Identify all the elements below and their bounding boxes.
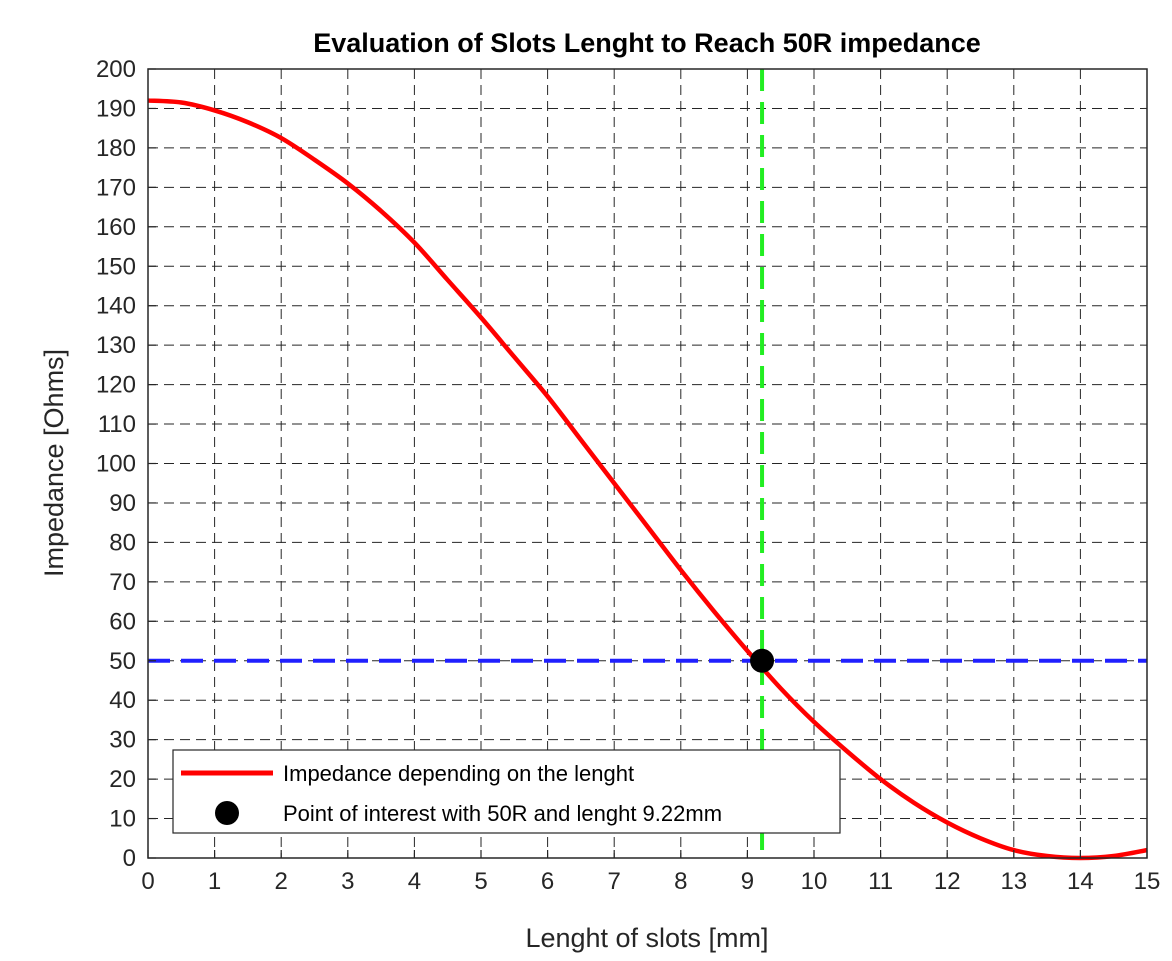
x-tick-label: 5 [474,868,487,895]
y-tick-label: 120 [96,372,136,399]
x-tick-label: 11 [868,868,893,895]
x-tick-label: 2 [275,868,288,895]
y-tick-label: 40 [109,687,136,714]
point-of-interest-marker [750,648,775,673]
y-tick-label: 190 [96,95,136,122]
y-tick-label: 20 [109,766,136,793]
y-tick-label: 70 [109,569,136,596]
y-tick-label: 110 [98,411,136,438]
x-tick-label: 1 [208,868,221,895]
y-tick-label: 80 [109,529,136,556]
legend-label-impedance: Impedance depending on the lenght [283,761,634,786]
legend: Impedance depending on the lenght Point … [172,749,841,834]
impedance-curve [147,98,1148,861]
x-tick-label: 6 [541,868,554,895]
y-tick-label: 200 [96,56,136,83]
y-tick-label: 130 [96,332,136,359]
reference-lines [148,69,1147,858]
y-tick-label: 50 [109,648,136,675]
x-tick-label: 15 [1134,868,1161,895]
x-tick-label: 12 [934,868,961,895]
x-tick-label: 14 [1067,868,1094,895]
x-tick-label: 0 [141,868,154,895]
y-tick-label: 100 [96,451,136,478]
x-tick-label: 9 [741,868,754,895]
y-tick-label: 60 [109,608,136,635]
series-layer [147,98,1148,861]
x-tick-label: 13 [1000,868,1027,895]
chart-title: Evaluation of Slots Lenght to Reach 50R … [313,28,981,58]
y-tick-label: 30 [109,727,136,754]
y-tick-label: 170 [96,174,136,201]
y-tick-label: 160 [96,214,136,241]
x-axis-label: Lenght of slots [mm] [525,923,768,953]
y-tick-label: 90 [109,490,136,517]
x-tick-label: 7 [608,868,621,895]
y-tick-label: 0 [123,845,136,872]
x-tick-label: 4 [408,868,421,895]
x-tick-label: 8 [674,868,687,895]
y-tick-label: 150 [96,253,136,280]
y-tick-label: 140 [96,293,136,320]
y-axis-label: Impedance [Ohms] [39,349,69,577]
x-axis-ticks: 0 1 2 3 4 5 6 7 8 9 10 11 12 13 14 15 [141,850,1160,895]
x-tick-label: 3 [341,868,354,895]
legend-label-point: Point of interest with 50R and lenght 9.… [283,801,722,826]
x-tick-label: 10 [801,868,828,895]
legend-marker-swatch [215,801,239,825]
y-tick-label: 180 [96,135,136,162]
y-tick-label: 10 [109,806,136,833]
grid [148,69,1147,858]
legend-box [172,749,841,834]
y-axis-ticks: 0 10 20 30 40 50 60 70 80 90 100 110 120 130 140 150 160… [96,56,156,872]
